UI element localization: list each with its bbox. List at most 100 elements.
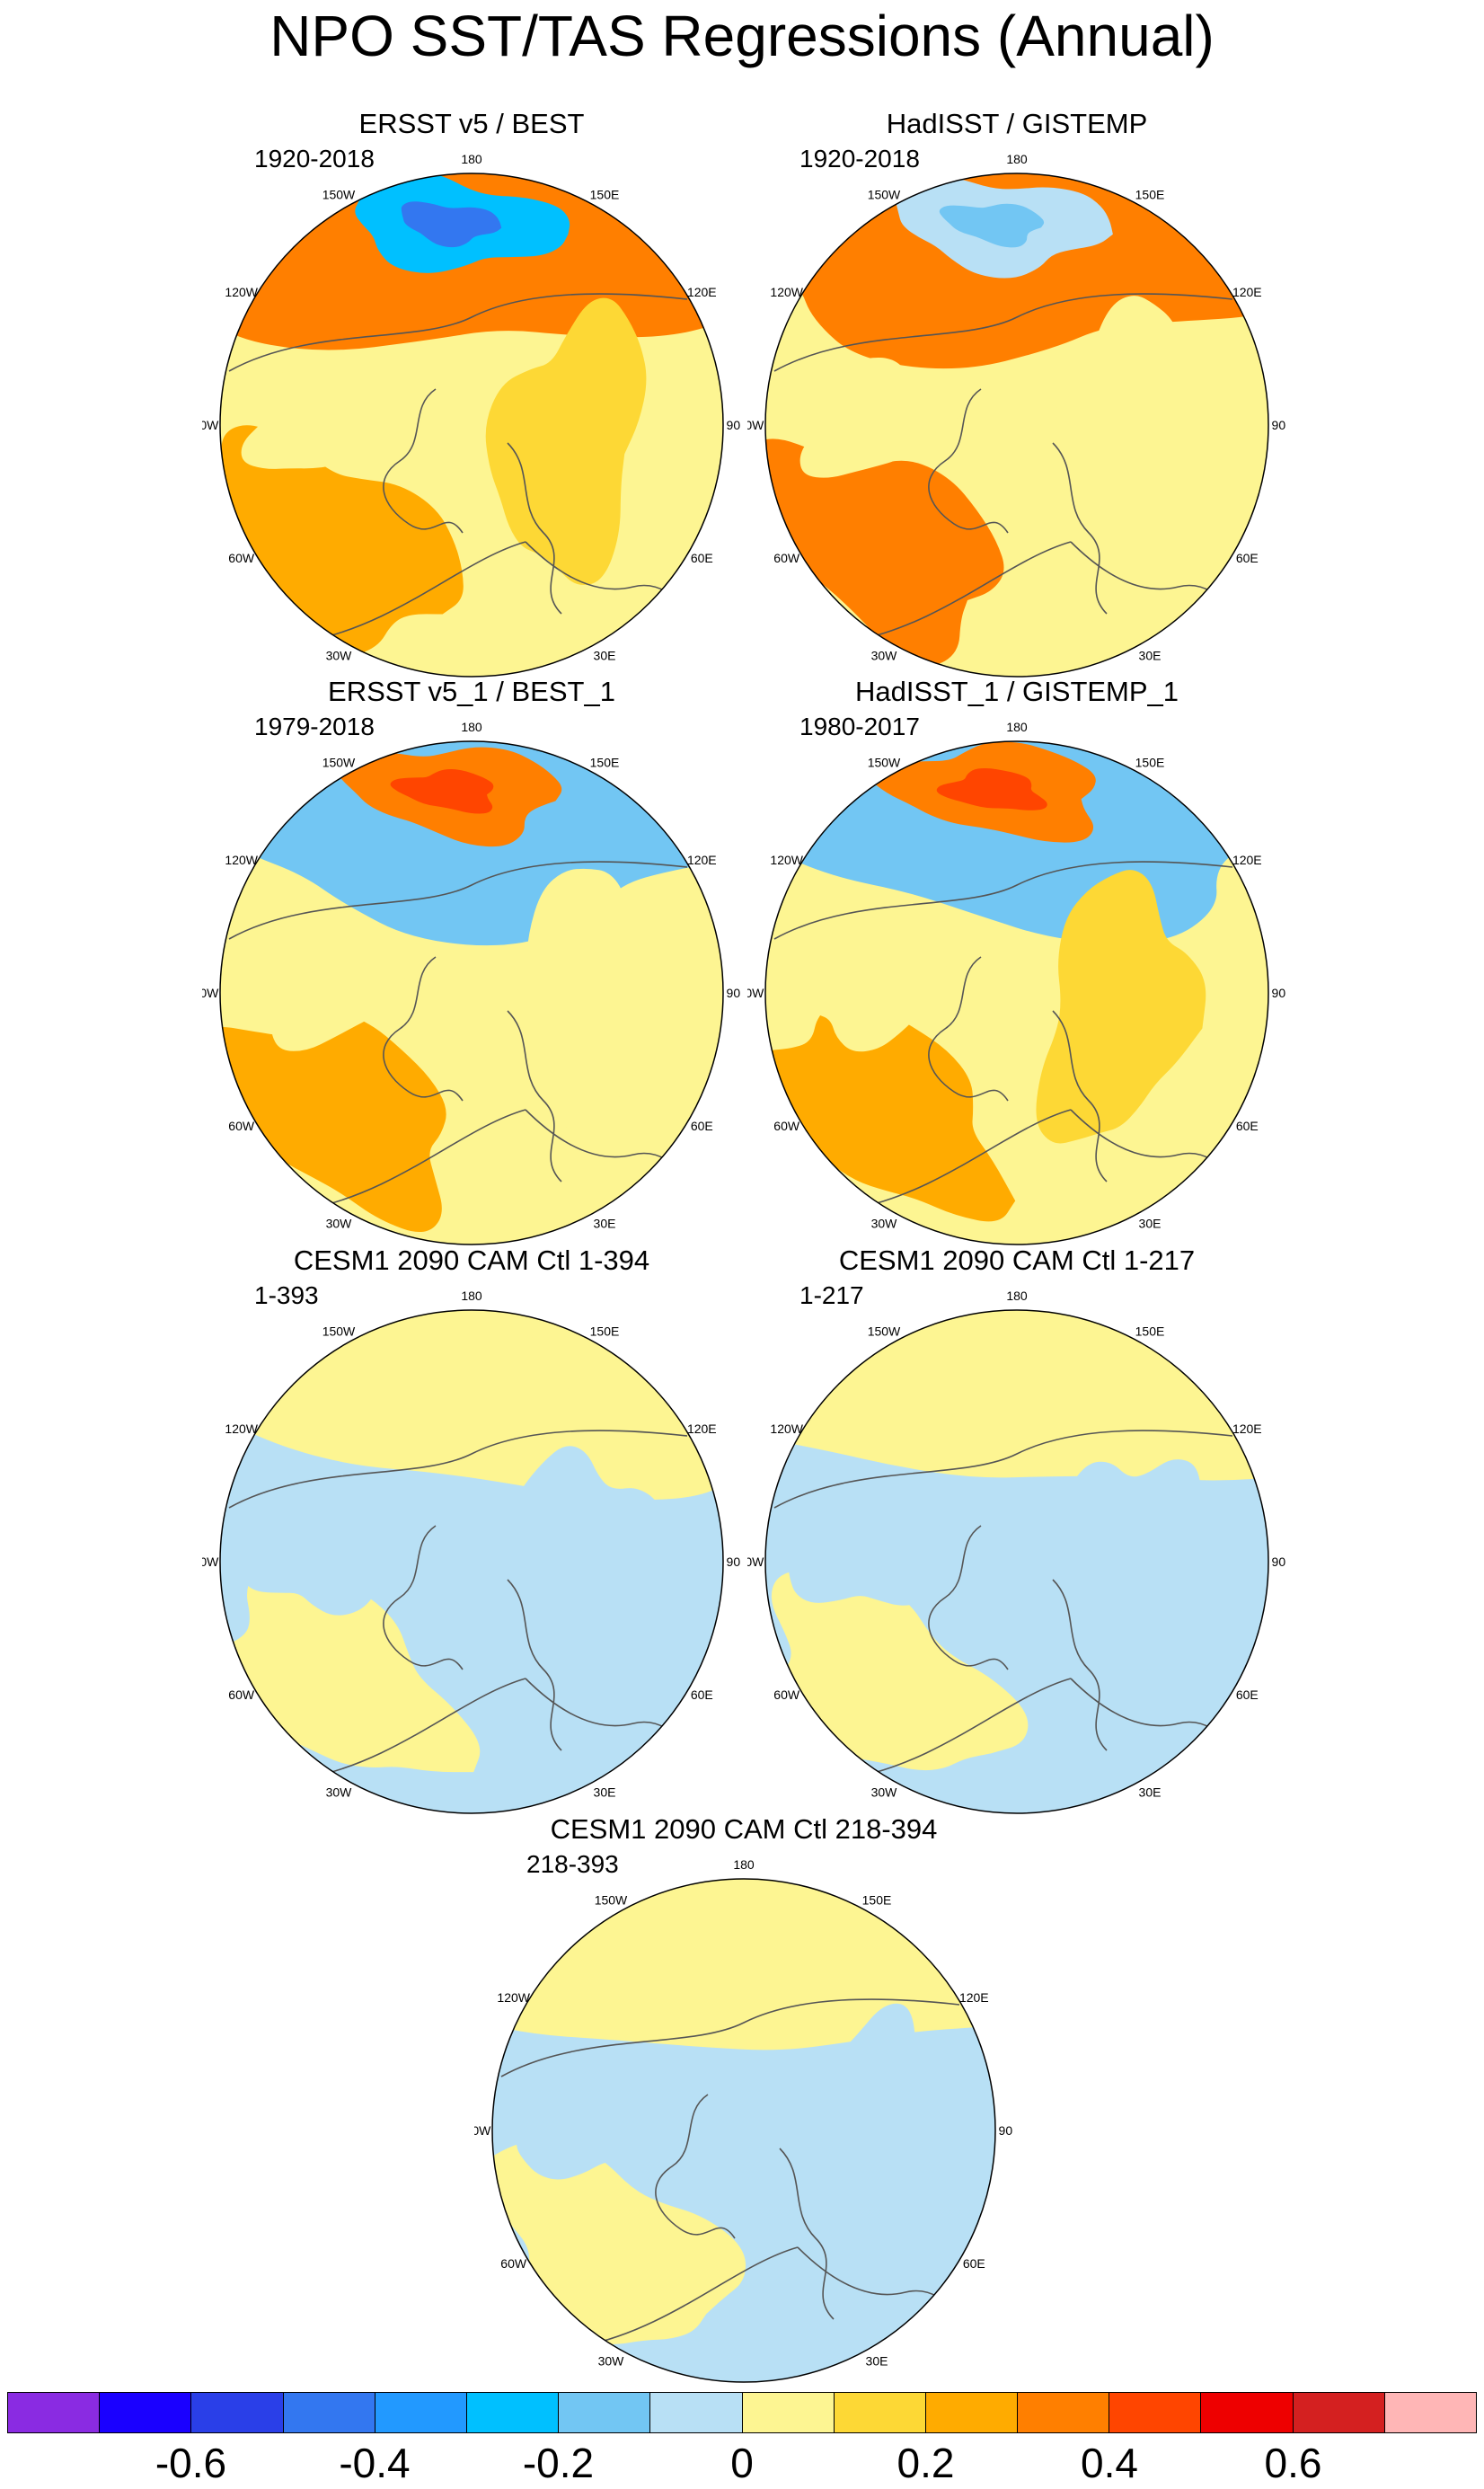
colorbar-swatch (1201, 2393, 1294, 2432)
longitude-label: 90E (1272, 1555, 1286, 1569)
polar-map: 180150E120E90E60E30E030W60W90W120W150W (747, 720, 1286, 1245)
coastline (507, 442, 562, 615)
longitude-label: 60W (228, 551, 255, 565)
longitude-label: 180 (461, 720, 482, 734)
longitude-label: 120E (1232, 285, 1262, 299)
panel-period: 1980-2017 (799, 713, 920, 740)
coastline (773, 293, 1233, 372)
anomaly-region-atlantic (765, 438, 1004, 665)
anomaly-region-atlantic (765, 1000, 1016, 1222)
map-border (764, 173, 1269, 678)
colorbar-tick-label: -0.6 (155, 2440, 227, 2486)
coastline (1052, 1010, 1108, 1182)
map-panel-cesm-1-394: 180150E120E90E60E30E030W60W90W120W150W C… (202, 1243, 741, 1818)
anomaly-region-eurasia (485, 297, 647, 586)
longitude-label: 30W (326, 1216, 353, 1230)
longitude-label: 120W (497, 1990, 530, 2005)
longitude-label: 60W (773, 551, 800, 565)
coastline (507, 1010, 562, 1182)
colorbar: -0.6 -0.4 -0.2 0 0.2 0.4 0.6 (7, 2392, 1477, 2487)
longitude-label: 30W (598, 2353, 625, 2368)
longitude-label: 30E (594, 1785, 616, 1799)
colorbar-swatch (559, 2393, 651, 2432)
longitude-label: 150W (322, 1324, 356, 1339)
coastline (773, 1430, 1233, 1509)
polar-map: 180150E120E90E60E30E030W60W90W120W150W (202, 720, 741, 1245)
longitude-label: 30W (871, 1216, 898, 1230)
colorbar-swatch (1109, 2393, 1202, 2432)
longitude-label: 30E (1139, 648, 1162, 662)
colorbar-swatch (650, 2393, 743, 2432)
longitude-label: 120W (770, 1422, 803, 1436)
longitude-label: 180 (1006, 152, 1028, 166)
coastline (655, 2094, 736, 2239)
colorbar-swatch (8, 2393, 101, 2432)
longitude-label: 150E (1135, 1324, 1165, 1339)
colorbar-swatch (375, 2393, 467, 2432)
longitude-label: 150E (862, 1893, 892, 1908)
coastline (581, 2246, 799, 2347)
longitude-label: 90W (747, 986, 764, 1000)
colorbar-tick-label: 0.6 (1264, 2440, 1322, 2486)
panel-title: CESM1 2090 CAM Ctl 1-394 (293, 1244, 650, 1276)
coastline (228, 861, 688, 940)
anomaly-region-eurasia (499, 1446, 662, 1732)
longitude-label: 60E (691, 1119, 713, 1133)
longitude-label: 120W (225, 853, 258, 867)
polar-map: 180150E120E90E60E30E030W60W90W120W150W (202, 1289, 741, 1814)
anomaly-core-north-pacific (936, 767, 1047, 810)
anomaly-region-north-america (516, 2055, 683, 2180)
map-panel-ersst-best: 180150E120E90E60E30E030W60W90W120W150W E… (202, 106, 741, 681)
longitude-label: 150E (1135, 756, 1165, 770)
longitude-label: 60E (1236, 1687, 1259, 1702)
anomaly-region-north-america (241, 355, 420, 469)
anomaly-region-atlantic (220, 1011, 446, 1232)
panel-title: CESM1 2090 CAM Ctl 1-217 (838, 1244, 1196, 1276)
longitude-label: 30E (1139, 1216, 1162, 1230)
longitude-label: 90W (747, 1555, 764, 1569)
longitude-label: 60W (773, 1119, 800, 1133)
anomaly-region-atlantic (771, 1569, 1029, 1771)
longitude-label: 180 (1006, 720, 1028, 734)
anomaly-region-eurasia (1036, 870, 1206, 1144)
panel-period: 1-217 (799, 1281, 864, 1309)
coastline (1052, 442, 1108, 615)
polar-map: 180150E120E90E60E30E030W60W90W120W150W (747, 152, 1286, 678)
map-border (491, 1878, 996, 2383)
longitude-label: 120E (959, 1990, 989, 2005)
anomaly-core-north-pacific (390, 768, 494, 814)
longitude-label: 120W (770, 853, 803, 867)
longitude-label: 150W (868, 1324, 901, 1339)
anomaly-region-north-america (247, 930, 423, 1051)
panel-title: HadISST / GISTEMP (886, 108, 1148, 139)
anomaly-region-north-america (799, 357, 969, 478)
longitude-label: 60W (500, 2256, 527, 2271)
longitude-label: 120E (687, 1422, 717, 1436)
coastline (854, 541, 1072, 642)
coastline (928, 388, 1009, 534)
anomaly-core-north-pacific (401, 201, 502, 248)
polar-map: 180150E120E90E60E30E030W60W90W120W150W (747, 1289, 1286, 1814)
panel-period: 1920-2018 (254, 145, 375, 173)
coastline (228, 293, 688, 372)
map-border (764, 1309, 1269, 1814)
longitude-label: 150W (322, 756, 356, 770)
longitude-label: 90W (747, 418, 764, 432)
longitude-label: 90E (727, 1555, 741, 1569)
coastline (309, 1678, 526, 1778)
anomaly-region-north-america (788, 1484, 945, 1606)
longitude-label: 30E (594, 1216, 616, 1230)
longitude-label: 120W (770, 285, 803, 299)
coastline (854, 1678, 1072, 1778)
anomaly-core-north-pacific (949, 1337, 1056, 1378)
longitude-label: 120W (225, 285, 258, 299)
longitude-label: 90W (202, 986, 219, 1000)
longitude-label: 30W (326, 648, 353, 662)
anomaly-region-eurasia (481, 868, 655, 1133)
coastline (507, 1579, 562, 1751)
longitude-label: 90E (1272, 418, 1286, 432)
panel-period: 1920-2018 (799, 145, 920, 173)
longitude-label: 60E (691, 551, 713, 565)
map-border (219, 1309, 724, 1814)
coastline (383, 1525, 464, 1670)
